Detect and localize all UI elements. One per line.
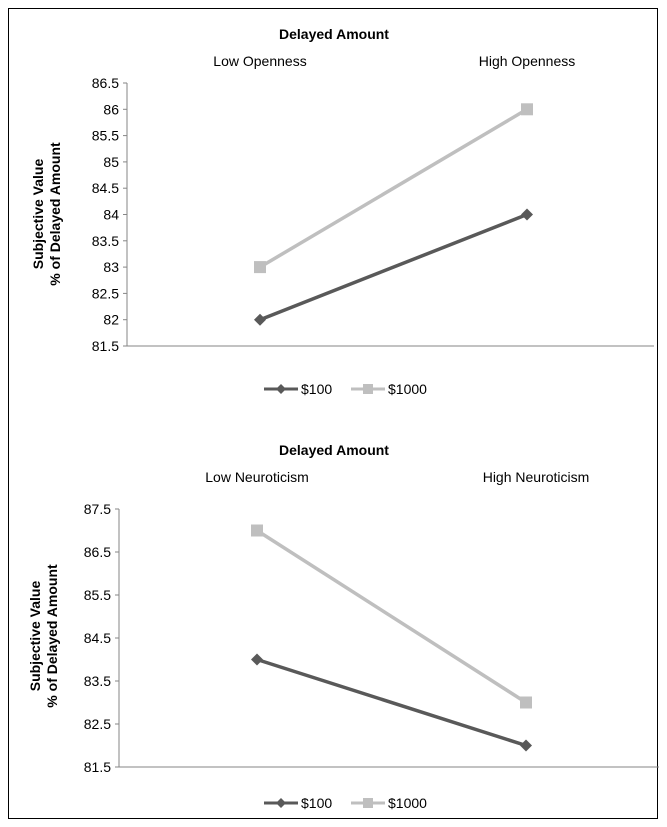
- data-point-diamond: [251, 653, 263, 666]
- category-label-low: Low Openness: [213, 53, 307, 69]
- y-tick-label: 85.5: [84, 587, 111, 603]
- y-tick-label: 81.5: [92, 338, 119, 354]
- plot-area: 81.5 82.5 83.5 84.5 85.5 86.5 87.5: [84, 501, 659, 775]
- y-tick-label: 84.5: [92, 180, 119, 196]
- data-point-square: [521, 103, 533, 116]
- category-label-high: High Neuroticism: [482, 469, 590, 485]
- data-point-square: [251, 524, 263, 537]
- data-point-square: [520, 696, 532, 709]
- y-tick-label: 82: [103, 312, 119, 328]
- category-label-high: High Openness: [478, 53, 576, 69]
- legend-marker-square: [351, 384, 385, 394]
- y-tick-label: 86.5: [84, 544, 111, 560]
- data-point-diamond: [521, 208, 533, 221]
- y-tick-label: 83: [103, 259, 119, 275]
- legend-item-1000: $1000: [350, 381, 427, 397]
- data-point-diamond: [520, 739, 532, 752]
- legend-item-1000: $1000: [350, 795, 427, 811]
- y-tick-label: 85.5: [92, 128, 119, 144]
- legend-label: $1000: [388, 795, 427, 811]
- chart-title: Delayed Amount: [279, 26, 389, 42]
- y-tick-label: 82.5: [84, 716, 111, 732]
- data-point-diamond: [254, 313, 266, 326]
- y-tick-label: 83.5: [92, 233, 119, 249]
- legend-marker-diamond: [264, 798, 298, 808]
- y-tick-label: 82.5: [92, 285, 119, 301]
- legend-marker-square: [351, 798, 385, 808]
- y-tick-label: 86: [103, 101, 119, 117]
- legend-item-100: $100: [263, 795, 332, 811]
- y-tick-label: 85: [103, 154, 119, 170]
- y-tick-label: 83.5: [84, 673, 111, 689]
- y-tick-label: 87.5: [84, 501, 111, 517]
- legend-label: $1000: [388, 381, 427, 397]
- series-line-usd100: [259, 212, 528, 322]
- legend-item-100: $100: [263, 381, 332, 397]
- series-line-usd100: [256, 657, 527, 748]
- y-tick-label: 81.5: [84, 759, 111, 775]
- y-tick-label: 84: [103, 207, 119, 223]
- y-tick-label: 86.5: [92, 75, 119, 91]
- category-label-low: Low Neuroticism: [205, 469, 309, 485]
- figure-frame: Delayed Amount Low Openness High Opennes…: [8, 8, 659, 820]
- series-line-usd1000: [259, 107, 528, 269]
- data-point-square: [254, 261, 266, 274]
- legend-label: $100: [301, 381, 333, 397]
- series-line-usd1000: [256, 529, 527, 704]
- y-tick-label: 84.5: [84, 630, 111, 646]
- plot-area: 81.5 82 82.5 83 83.5 84 84.5 85 85.5 86 86.5: [92, 75, 654, 354]
- chart-openness: Delayed Amount Low Openness High Opennes…: [9, 9, 659, 399]
- chart-neuroticism: Delayed Amount Low Neuroticism High Neur…: [9, 434, 659, 820]
- legend-label: $100: [301, 795, 333, 811]
- chart-title: Delayed Amount: [279, 442, 389, 458]
- legend-marker-diamond: [264, 384, 298, 394]
